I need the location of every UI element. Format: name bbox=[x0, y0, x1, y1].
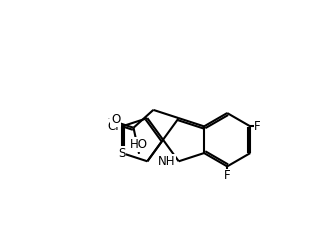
Text: F: F bbox=[224, 169, 230, 182]
Text: HO: HO bbox=[130, 138, 148, 151]
Text: S: S bbox=[118, 147, 126, 160]
Text: Cl: Cl bbox=[108, 120, 119, 133]
Text: O: O bbox=[111, 113, 120, 126]
Text: NH: NH bbox=[158, 155, 176, 168]
Text: F: F bbox=[254, 120, 261, 133]
